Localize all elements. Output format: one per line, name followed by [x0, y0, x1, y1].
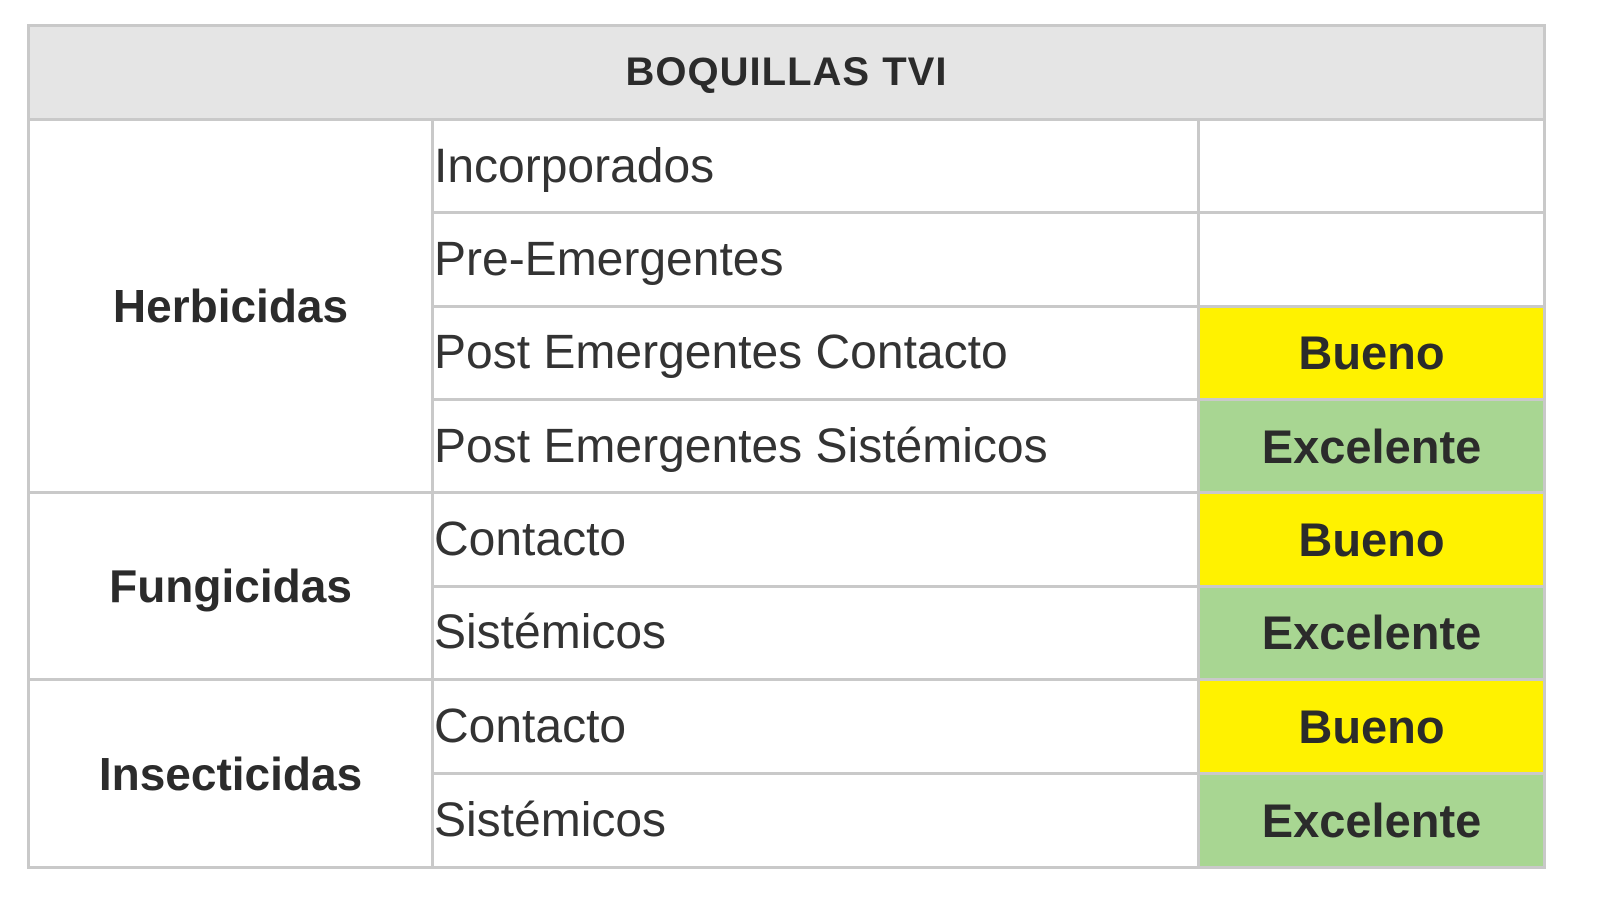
table-title: BOQUILLAS TVI: [27, 24, 1546, 121]
table-row: Insecticidas Contacto Bueno: [27, 678, 1546, 869]
rating-badge-excelente: Excelente: [1197, 771, 1546, 870]
category-herbicidas: Herbicidas: [27, 117, 434, 495]
table-row: Herbicidas Incorporados: [27, 117, 1546, 495]
table-row: Pre-Emergentes: [29, 211, 1546, 308]
table-row: Fungicidas Contacto Bueno: [27, 491, 1546, 682]
table-row: Sistémicos Excelente: [29, 771, 1546, 870]
boquillas-table-container: BOQUILLAS TVI Herbicidas Incorporados Pr…: [27, 24, 1546, 870]
category-insecticidas: Insecticidas: [27, 678, 434, 869]
rating-badge-bueno: Bueno: [1197, 491, 1546, 588]
item-label: Contacto: [431, 678, 1200, 775]
item-label: Post Emergentes Sistémicos: [431, 398, 1200, 495]
item-label: Pre-Emergentes: [431, 211, 1200, 308]
table-row: Post Emergentes Contacto Bueno: [29, 304, 1546, 402]
rating-badge-bueno: Bueno: [1197, 678, 1546, 775]
rating-badge-excelente: Excelente: [1197, 398, 1546, 495]
item-label: Post Emergentes Contacto: [431, 304, 1200, 402]
rating-badge-excelente: Excelente: [1197, 584, 1546, 682]
rating-badge-bueno: Bueno: [1197, 304, 1546, 402]
item-label: Sistémicos: [431, 771, 1200, 870]
rating-cell-empty: [1197, 211, 1546, 308]
item-label: Contacto: [431, 491, 1200, 588]
boquillas-table: BOQUILLAS TVI Herbicidas Incorporados Pr…: [27, 24, 1546, 870]
item-label: Incorporados: [431, 117, 1200, 215]
item-label: Sistémicos: [431, 584, 1200, 682]
category-fungicidas: Fungicidas: [27, 491, 434, 682]
table-row: Sistémicos Excelente: [29, 584, 1546, 682]
rating-cell-empty: [1197, 117, 1546, 215]
table-row: Post Emergentes Sistémicos Excelente: [29, 398, 1546, 495]
